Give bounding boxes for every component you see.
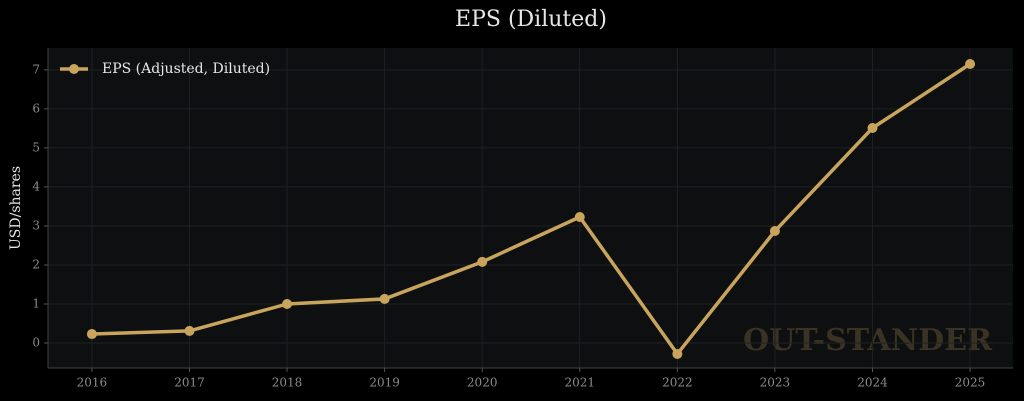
legend-label: EPS (Adjusted, Diluted) — [102, 61, 270, 77]
x-tick-label: 2022 — [662, 376, 693, 390]
series-line — [91, 62, 972, 356]
y-tick-label: 2 — [32, 257, 40, 271]
x-tick-label: 2020 — [467, 376, 498, 390]
data-point — [86, 329, 97, 340]
x-tick-label: 2019 — [369, 376, 400, 390]
data-point — [867, 123, 878, 133]
data-point — [574, 211, 585, 222]
x-tick-label: 2021 — [565, 376, 596, 390]
x-tick-label: 2024 — [857, 376, 888, 390]
y-tick-label: 5 — [32, 140, 40, 154]
y-tick-label: 4 — [32, 179, 40, 193]
x-tick-label: 2016 — [77, 376, 108, 390]
data-point — [184, 325, 195, 336]
data-point — [379, 293, 390, 304]
data-point — [965, 59, 976, 69]
y-tick-label: 1 — [32, 297, 40, 311]
legend-marker — [69, 64, 79, 74]
chart-title: EPS (Diluted) — [455, 7, 607, 32]
y-tick-label: 7 — [32, 62, 40, 76]
y-tick-label: 3 — [32, 218, 40, 232]
x-tick-label: 2018 — [272, 376, 303, 390]
watermark: OUT-STANDER — [743, 323, 993, 358]
data-point — [672, 348, 683, 359]
plot-area — [48, 48, 1013, 368]
x-tick-label: 2023 — [760, 376, 791, 390]
data-point — [769, 226, 780, 237]
x-tick-label: 2017 — [174, 376, 205, 390]
data-point — [282, 299, 293, 309]
data-point — [477, 256, 488, 267]
x-tick-label: 2025 — [955, 376, 986, 390]
y-tick-label: 6 — [32, 101, 40, 115]
y-axis-label: USD/shares — [8, 166, 24, 250]
y-tick-label: 0 — [32, 336, 40, 350]
